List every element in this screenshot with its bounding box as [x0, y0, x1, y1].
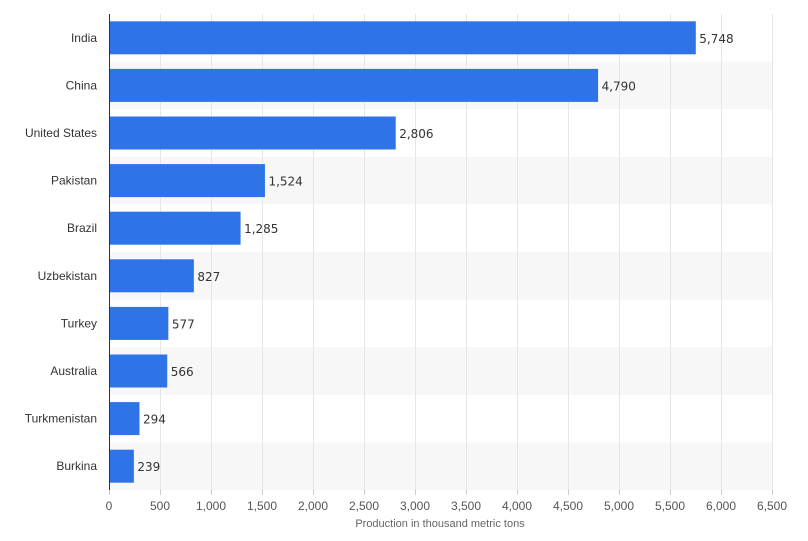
row-band [109, 347, 772, 395]
bar [109, 402, 140, 436]
category-label: Turkey [61, 316, 97, 330]
data-label: 827 [197, 270, 220, 284]
x-tick-label: 500 [150, 499, 170, 513]
x-tick-label: 4,500 [553, 499, 583, 513]
category-label: Uzbekistan [38, 269, 97, 283]
category-label: Burkina [56, 459, 97, 473]
data-label: 5,748 [699, 32, 733, 46]
x-tick-label: 5,500 [655, 499, 685, 513]
data-label: 1,524 [268, 175, 302, 189]
bar [109, 21, 696, 55]
bars [109, 21, 696, 483]
data-label: 1,285 [244, 222, 278, 236]
category-label: United States [25, 126, 97, 140]
x-tick-label: 2,500 [349, 499, 379, 513]
x-tick-label: 1,500 [247, 499, 277, 513]
x-tick-label: 2,000 [298, 499, 328, 513]
row-band [109, 252, 772, 300]
bar [109, 164, 265, 198]
category-label: Turkmenistan [25, 412, 97, 426]
bar [109, 354, 168, 388]
x-tick-label: 5,000 [604, 499, 634, 513]
category-label: India [71, 31, 97, 45]
row-bands [109, 61, 772, 490]
x-tick-label: 3,000 [400, 499, 430, 513]
bar [109, 68, 599, 102]
data-label: 566 [171, 365, 194, 379]
data-label: 239 [137, 460, 160, 474]
category-label: Brazil [67, 221, 97, 235]
x-tick-label: 0 [106, 499, 113, 513]
bar [109, 211, 241, 245]
x-axis-ticks: 0 500 1,000 1,500 2,000 2,500 3,000 3,500 4,000 4… [106, 490, 787, 513]
data-labels: 5,748 4,790 2,806 1,524 1,285 827 577 566 294 239 [137, 32, 733, 474]
category-label: China [66, 78, 98, 92]
x-tick-label: 6,000 [706, 499, 736, 513]
data-label: 294 [143, 413, 166, 427]
data-label: 2,806 [399, 127, 433, 141]
category-labels: India China United States Pakistan Brazil Uzb… [25, 31, 98, 473]
category-label: Australia [50, 364, 97, 378]
x-axis-title: Production in thousand metric tons [355, 518, 525, 530]
bar [109, 449, 134, 483]
bar [109, 306, 169, 340]
data-label: 4,790 [602, 79, 636, 93]
bar [109, 259, 194, 293]
x-tick-label: 6,500 [757, 499, 787, 513]
x-tick-label: 1,000 [196, 499, 226, 513]
bar [109, 116, 396, 150]
x-tick-label: 4,000 [502, 499, 532, 513]
row-band [109, 442, 772, 490]
x-tick-label: 3,500 [451, 499, 481, 513]
category-label: Pakistan [51, 174, 97, 188]
data-label: 577 [172, 317, 195, 331]
